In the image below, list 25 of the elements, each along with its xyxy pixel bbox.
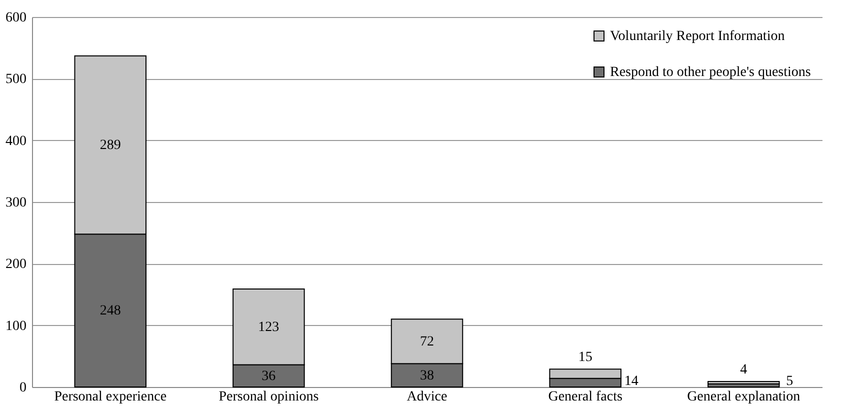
data-label: 14	[624, 374, 638, 389]
x-tick-label: General explanation	[687, 390, 800, 404]
bar	[708, 380, 780, 384]
y-tick-label: 600	[6, 10, 26, 26]
x-tick-label: General facts	[548, 390, 622, 404]
y-tick-label: 300	[6, 196, 26, 210]
data-label: 38	[420, 368, 434, 384]
x-tick-label: Advice	[406, 390, 448, 404]
y-tick-label: 200	[6, 257, 26, 272]
data-label: 36	[262, 368, 276, 384]
y-tick-label: 100	[6, 318, 26, 334]
legend-label: Voluntarily Report Information	[610, 29, 785, 44]
y-tick-label: 400	[6, 134, 26, 149]
data-label: 289	[100, 138, 121, 153]
data-label: 72	[420, 334, 434, 350]
data-label: 15	[578, 350, 592, 366]
x-tick-label: Personal opinions	[218, 390, 319, 404]
legend-label: Respond to other people's questions	[610, 65, 811, 80]
data-label: 4	[740, 362, 748, 378]
data-label: 5	[786, 374, 794, 389]
y-tick-label: 500	[6, 72, 26, 88]
x-tick-label: Personal experience	[54, 390, 167, 404]
y-tick-label: 0	[20, 380, 26, 396]
data-label: 248	[100, 304, 121, 319]
data-label: 123	[258, 320, 280, 335]
